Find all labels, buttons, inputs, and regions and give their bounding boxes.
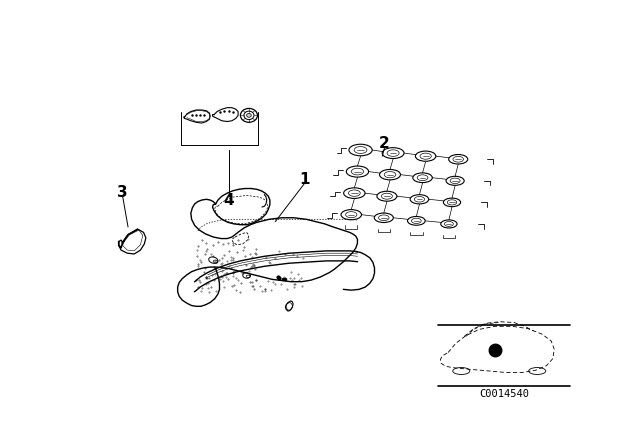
Text: 3: 3 [117,185,128,200]
Text: C0014540: C0014540 [479,389,529,399]
Text: 2: 2 [379,136,390,151]
Text: 4: 4 [223,193,234,207]
Text: 1: 1 [300,172,310,187]
Ellipse shape [246,113,252,117]
